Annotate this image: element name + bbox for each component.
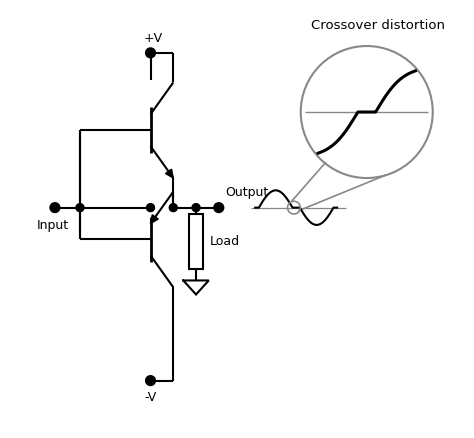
Polygon shape (165, 169, 173, 178)
Text: Load: Load (210, 235, 240, 248)
Text: Crossover distortion: Crossover distortion (311, 19, 445, 32)
Text: Input: Input (36, 219, 69, 232)
Text: -V: -V (145, 391, 156, 403)
Circle shape (76, 204, 83, 211)
Polygon shape (151, 215, 158, 223)
Circle shape (146, 48, 155, 57)
Circle shape (170, 204, 177, 211)
Text: Output: Output (226, 187, 269, 199)
Circle shape (50, 203, 59, 212)
Circle shape (147, 204, 154, 211)
FancyBboxPatch shape (189, 215, 203, 269)
Circle shape (192, 204, 200, 211)
Text: +V: +V (143, 32, 163, 45)
Circle shape (146, 376, 155, 385)
Circle shape (214, 203, 223, 212)
